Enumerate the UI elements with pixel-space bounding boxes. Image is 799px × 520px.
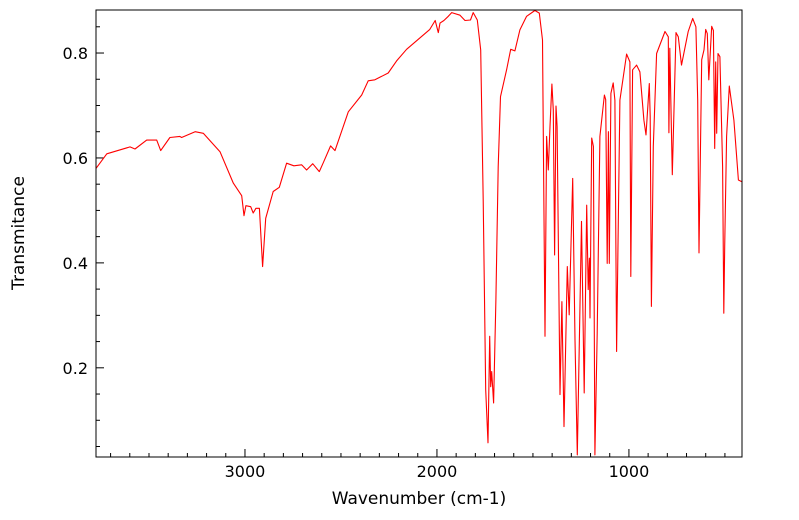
- y-tick-label: 0.4: [63, 254, 88, 273]
- tick-labels: 3000 2000 1000 0.2 0.4 0.6 0.8: [63, 44, 650, 481]
- axis-ticks: [96, 26, 726, 457]
- x-tick-label: 3000: [225, 462, 266, 481]
- y-tick-label: 0.8: [63, 44, 88, 63]
- y-axis-label: Transmitance: [9, 176, 29, 291]
- plot-frame: [95, 9, 743, 458]
- x-tick-label: 2000: [417, 462, 458, 481]
- x-axis-label: Wavenumber (cm-1): [332, 489, 507, 509]
- y-tick-label: 0.2: [63, 359, 88, 378]
- y-tick-label: 0.6: [63, 149, 88, 168]
- spectrum-line: [95, 9, 742, 456]
- x-tick-label: 1000: [609, 462, 650, 481]
